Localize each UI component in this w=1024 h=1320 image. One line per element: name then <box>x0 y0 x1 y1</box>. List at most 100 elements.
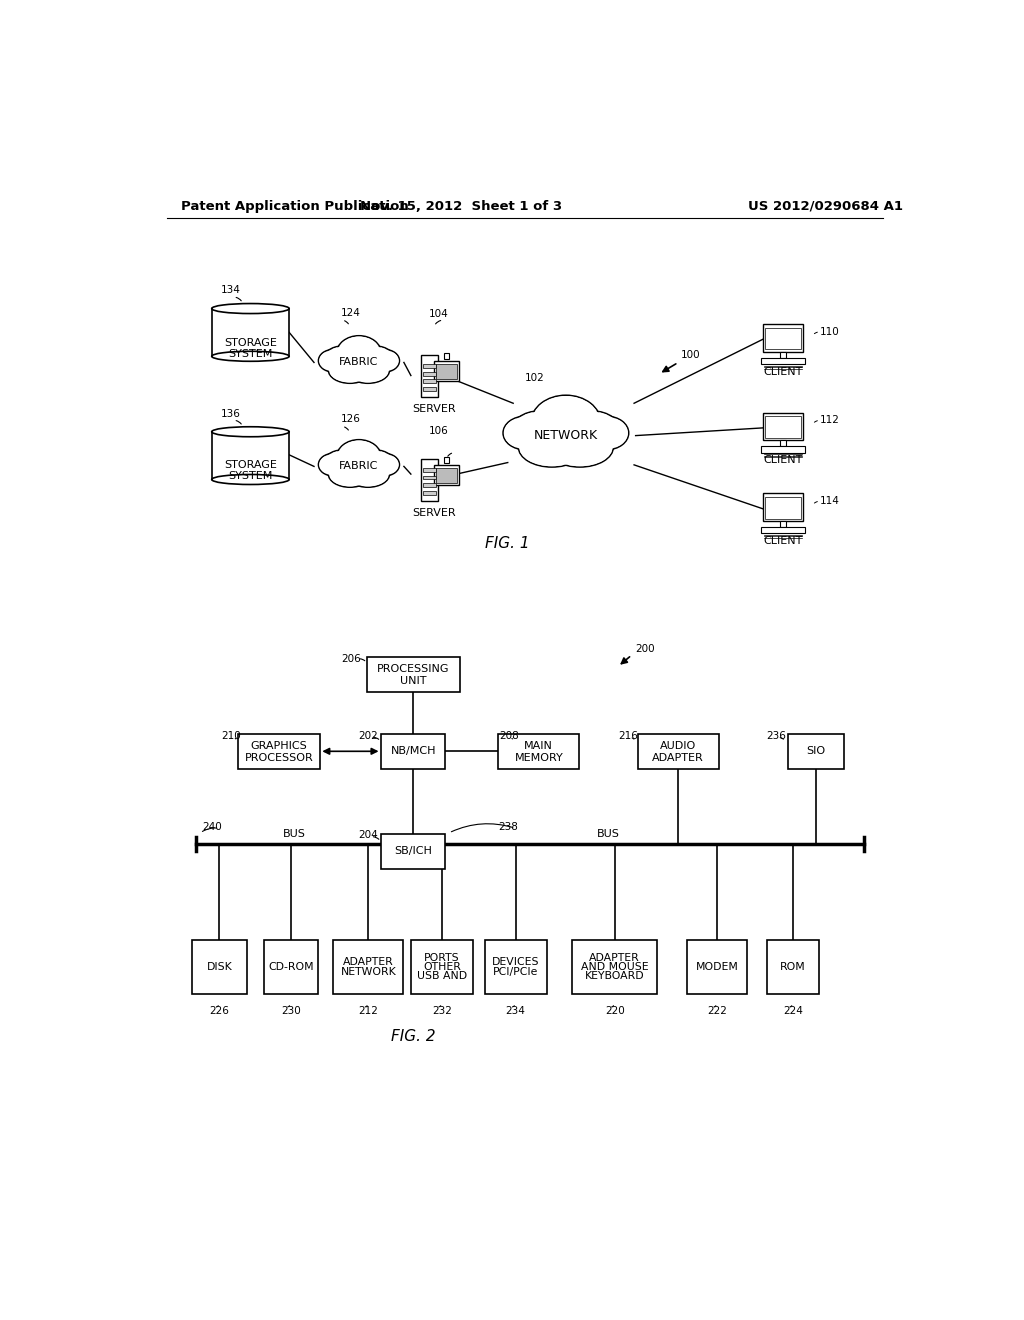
Text: SERVER: SERVER <box>413 508 456 517</box>
Text: STORAGE: STORAGE <box>224 338 276 348</box>
Ellipse shape <box>337 337 381 371</box>
Text: 208: 208 <box>500 731 519 741</box>
Text: OTHER: OTHER <box>423 962 461 972</box>
Text: NETWORK: NETWORK <box>340 966 396 977</box>
Ellipse shape <box>357 346 395 375</box>
Text: DEVICES: DEVICES <box>492 957 540 968</box>
Bar <box>435 469 458 483</box>
Text: SIO: SIO <box>807 746 825 756</box>
Text: GRAPHICS: GRAPHICS <box>251 741 307 751</box>
Text: US 2012/0290684 A1: US 2012/0290684 A1 <box>748 199 903 213</box>
Ellipse shape <box>518 428 586 467</box>
Bar <box>761 358 805 364</box>
Bar <box>421 459 438 502</box>
Ellipse shape <box>329 461 372 487</box>
Text: 230: 230 <box>281 1006 301 1016</box>
Ellipse shape <box>564 412 621 454</box>
Text: 212: 212 <box>358 1006 378 1016</box>
Text: 226: 226 <box>210 1006 229 1016</box>
Text: 232: 232 <box>432 1006 452 1016</box>
Text: 136: 136 <box>221 409 241 418</box>
Bar <box>423 475 436 479</box>
Ellipse shape <box>212 474 289 484</box>
Bar <box>423 364 436 368</box>
Ellipse shape <box>323 450 360 479</box>
Bar <box>788 734 844 770</box>
Bar <box>423 469 436 471</box>
Ellipse shape <box>357 451 394 479</box>
Ellipse shape <box>329 358 371 383</box>
Text: 102: 102 <box>525 374 545 383</box>
Bar <box>212 432 289 479</box>
Text: 134: 134 <box>221 285 241 296</box>
Text: 204: 204 <box>358 830 378 841</box>
Ellipse shape <box>547 428 612 466</box>
Ellipse shape <box>319 454 346 475</box>
Ellipse shape <box>519 428 585 466</box>
Ellipse shape <box>212 351 289 362</box>
Bar <box>498 734 580 770</box>
Bar <box>423 372 436 376</box>
Ellipse shape <box>504 417 547 449</box>
Text: Nov. 15, 2012  Sheet 1 of 3: Nov. 15, 2012 Sheet 1 of 3 <box>360 199 562 213</box>
Text: STORAGE: STORAGE <box>224 459 276 470</box>
Ellipse shape <box>212 304 289 314</box>
Text: 124: 124 <box>341 308 361 318</box>
Bar <box>263 940 317 994</box>
Ellipse shape <box>584 416 629 450</box>
Bar <box>761 527 805 533</box>
Ellipse shape <box>372 350 398 371</box>
Ellipse shape <box>503 416 548 450</box>
Ellipse shape <box>329 356 372 383</box>
Bar <box>763 494 803 521</box>
Bar <box>423 379 436 383</box>
Text: 224: 224 <box>783 1006 803 1016</box>
Text: SYSTEM: SYSTEM <box>228 348 272 359</box>
Ellipse shape <box>563 411 622 455</box>
Text: CLIENT: CLIENT <box>763 367 803 376</box>
Text: 236: 236 <box>766 731 785 741</box>
Ellipse shape <box>318 454 347 475</box>
Text: FABRIC: FABRIC <box>339 358 379 367</box>
Text: CD-ROM: CD-ROM <box>268 962 313 972</box>
Ellipse shape <box>346 356 389 383</box>
Bar <box>239 734 319 770</box>
Ellipse shape <box>531 395 601 450</box>
Text: FIG. 2: FIG. 2 <box>391 1028 435 1044</box>
Text: SYSTEM: SYSTEM <box>228 471 272 480</box>
Text: BUS: BUS <box>284 829 306 840</box>
Bar <box>423 483 436 487</box>
Text: ROM: ROM <box>780 962 806 972</box>
Text: CLIENT: CLIENT <box>763 455 803 465</box>
Ellipse shape <box>585 417 628 449</box>
Bar <box>444 354 449 359</box>
Text: 104: 104 <box>429 309 449 318</box>
Ellipse shape <box>372 454 398 475</box>
Text: ADAPTER: ADAPTER <box>652 754 705 763</box>
Text: Patent Application Publication: Patent Application Publication <box>180 199 409 213</box>
Text: AND MOUSE: AND MOUSE <box>581 962 648 972</box>
Text: SERVER: SERVER <box>413 404 456 413</box>
Text: 126: 126 <box>341 414 361 424</box>
Bar <box>572 940 657 994</box>
Text: 216: 216 <box>617 731 638 741</box>
Text: 100: 100 <box>681 350 700 360</box>
Ellipse shape <box>371 350 399 372</box>
Ellipse shape <box>337 441 381 475</box>
Text: 114: 114 <box>820 496 840 506</box>
Ellipse shape <box>212 426 289 437</box>
Text: DISK: DISK <box>207 962 232 972</box>
Ellipse shape <box>371 454 399 475</box>
Ellipse shape <box>323 346 360 375</box>
Text: MAIN: MAIN <box>524 741 553 751</box>
Ellipse shape <box>511 412 568 454</box>
Text: PROCESSOR: PROCESSOR <box>245 754 313 763</box>
Ellipse shape <box>324 451 360 479</box>
Text: MEMORY: MEMORY <box>514 754 563 763</box>
Ellipse shape <box>510 411 568 455</box>
Bar <box>638 734 719 770</box>
Bar <box>434 360 459 381</box>
Bar <box>765 327 801 350</box>
Ellipse shape <box>347 358 389 383</box>
Text: 240: 240 <box>202 822 221 832</box>
